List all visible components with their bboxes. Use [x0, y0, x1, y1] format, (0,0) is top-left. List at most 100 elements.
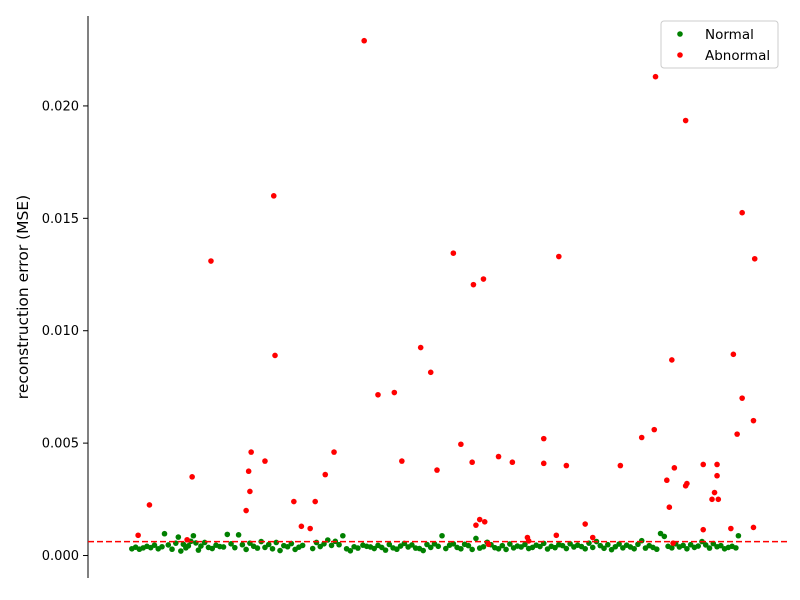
- normal-point: [386, 541, 393, 548]
- normal-point: [706, 545, 713, 551]
- abnormal-point: [728, 525, 734, 532]
- abnormal-point: [245, 468, 252, 475]
- abnormal-point: [485, 541, 492, 548]
- normal-point: [616, 541, 622, 547]
- abnormal-point: [652, 73, 659, 80]
- normal-point: [239, 541, 246, 548]
- abnormal-point: [427, 369, 434, 376]
- legend-box: [660, 20, 779, 69]
- normal-point: [439, 532, 445, 539]
- abnormal-point: [307, 525, 313, 532]
- normal-point: [695, 543, 702, 549]
- normal-point: [254, 545, 261, 551]
- abnormal-point: [750, 524, 757, 531]
- normal-point: [165, 542, 172, 548]
- abnormal-point: [540, 460, 547, 467]
- normal-point: [151, 542, 158, 548]
- normal-point: [262, 544, 268, 551]
- normal-point: [265, 541, 272, 548]
- normal-point: [480, 543, 487, 550]
- abnormal-point: [331, 449, 337, 455]
- normal-point: [371, 545, 378, 552]
- abnormal-point: [651, 426, 658, 433]
- abnormal-point: [669, 357, 675, 363]
- abnormal-point: [700, 461, 707, 468]
- normal-point: [355, 545, 361, 551]
- abnormal-point: [361, 37, 367, 44]
- normal-point: [228, 541, 234, 547]
- abnormal-point: [711, 489, 718, 496]
- abnormal-point: [582, 521, 588, 527]
- normal-point: [232, 544, 238, 551]
- normal-point: [224, 531, 231, 538]
- normal-point: [657, 530, 664, 537]
- abnormal-point: [734, 431, 740, 437]
- abnormal-point: [682, 117, 689, 124]
- normal-point: [631, 545, 637, 552]
- normal-point: [198, 543, 204, 549]
- normal-point: [347, 548, 354, 554]
- normal-point: [567, 541, 573, 547]
- normal-point: [473, 535, 479, 542]
- abnormal-point: [553, 532, 560, 539]
- normal-point: [684, 545, 690, 552]
- abnormal-point: [540, 435, 547, 442]
- abnormal-point: [434, 467, 440, 473]
- normal-point: [161, 530, 168, 537]
- normal-point: [552, 544, 558, 551]
- abnormal-point: [146, 502, 153, 508]
- abnormal-point: [739, 209, 745, 216]
- normal-point: [321, 541, 327, 547]
- normal-point: [653, 546, 660, 553]
- normal-point: [735, 532, 742, 539]
- abnormal-point: [312, 498, 319, 505]
- abnormal-point: [666, 504, 673, 510]
- abnormal-point: [700, 526, 707, 533]
- normal-point: [435, 543, 442, 550]
- abnormal-point: [476, 516, 483, 523]
- normal-point: [563, 545, 570, 552]
- normal-point: [409, 542, 415, 548]
- normal-point: [190, 532, 197, 539]
- y-axis-label: reconstruction error (MSE): [14, 195, 32, 399]
- y-tick-label: 0.000: [42, 549, 79, 564]
- abnormal-point: [469, 459, 475, 466]
- abnormal-point: [243, 507, 249, 514]
- normal-point: [638, 537, 645, 544]
- abnormal-point: [480, 276, 487, 282]
- abnormal-point: [458, 441, 464, 448]
- normal-point: [669, 545, 675, 551]
- abnormal-point: [556, 253, 562, 260]
- abnormal-point: [589, 534, 596, 541]
- abnormal-point: [751, 255, 758, 262]
- normal-point: [299, 542, 306, 549]
- y-tick-label: 0.020: [42, 99, 79, 114]
- normal-point: [450, 541, 457, 547]
- abnormal-point: [135, 532, 141, 539]
- abnormal-point: [664, 477, 670, 484]
- normal-point: [284, 543, 291, 550]
- abnormal-point: [739, 395, 745, 401]
- abnormal-point: [481, 519, 488, 525]
- abnormal-point: [189, 474, 195, 480]
- normal-point: [733, 545, 739, 551]
- normal-point: [469, 546, 475, 553]
- abnormal-point: [715, 496, 722, 503]
- normal-point: [235, 532, 242, 538]
- abnormal-point: [671, 465, 678, 471]
- normal-series: [129, 530, 742, 554]
- normal-point: [394, 546, 400, 553]
- normal-point: [589, 544, 596, 551]
- abnormal-point: [473, 522, 479, 528]
- abnormal-point: [563, 462, 570, 469]
- abnormal-point: [262, 458, 268, 464]
- normal-point: [608, 546, 615, 553]
- normal-point: [582, 545, 588, 552]
- normal-point: [185, 543, 192, 549]
- abnormal-point: [750, 417, 757, 424]
- normal-point: [269, 545, 276, 552]
- normal-point: [503, 546, 509, 553]
- abnormal-point: [208, 258, 214, 264]
